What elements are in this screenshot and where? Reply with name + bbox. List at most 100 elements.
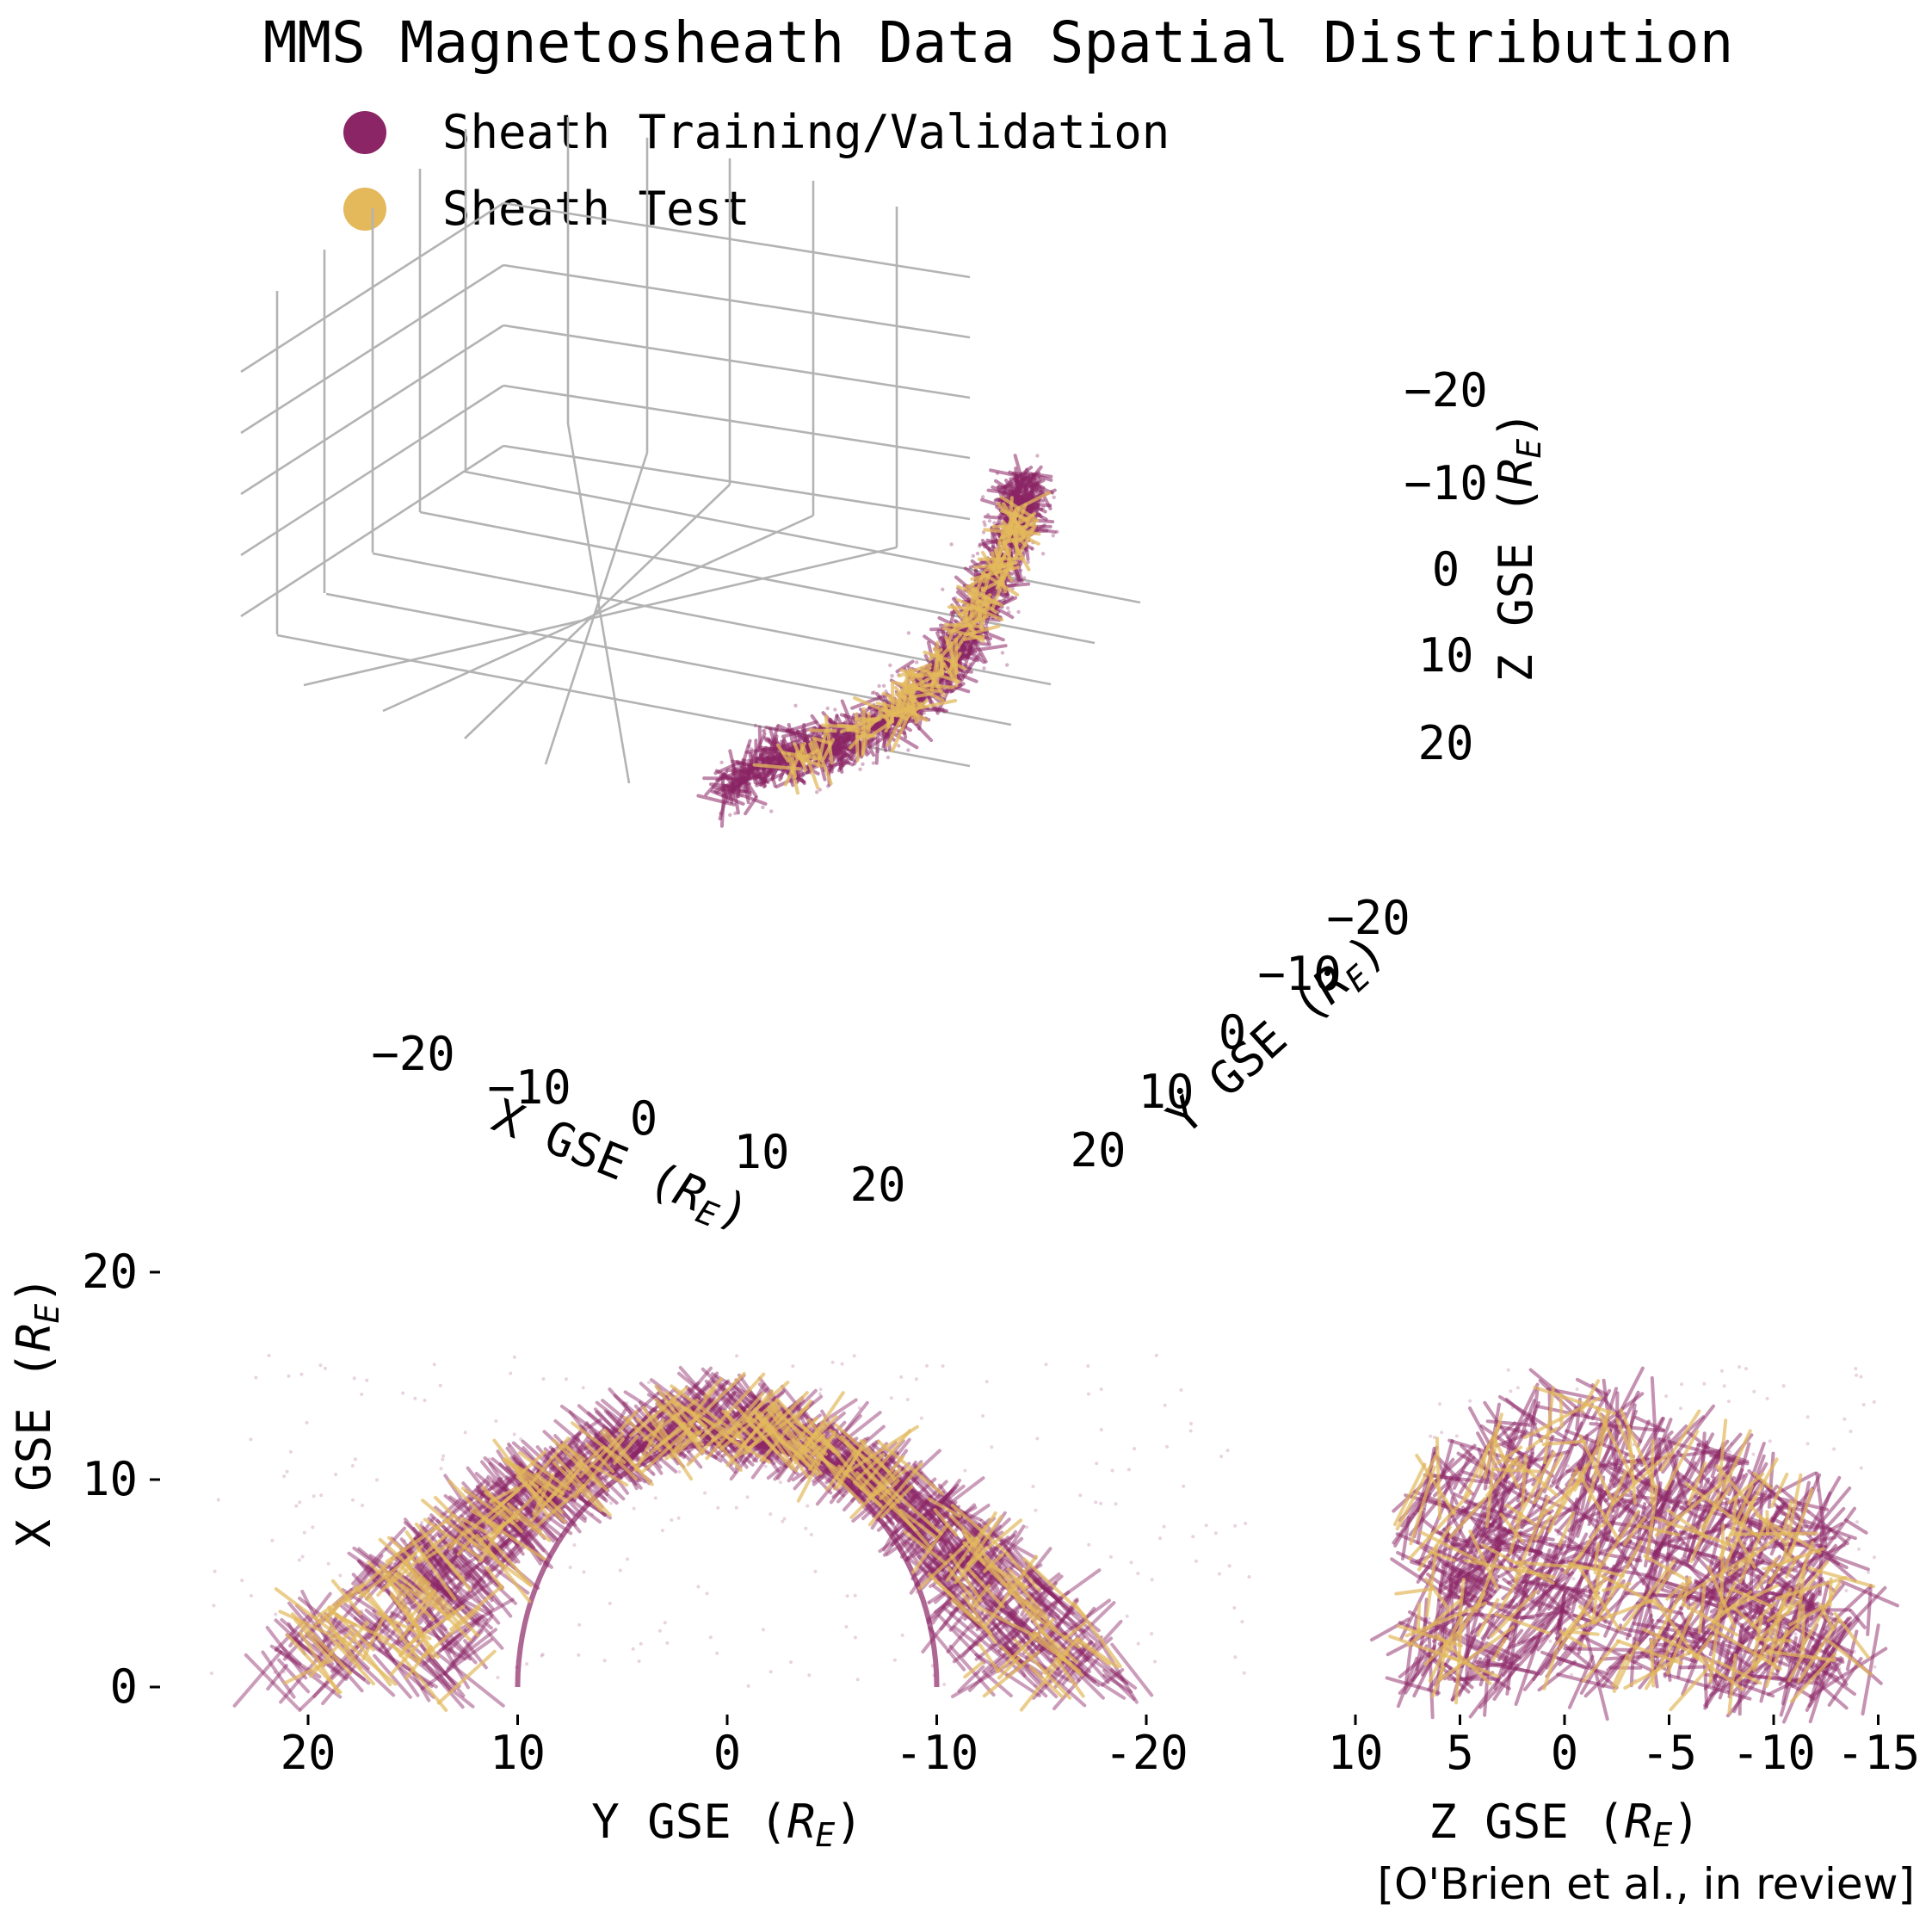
xz-xaxis-label-part: R: [1625, 1795, 1653, 1849]
data-streak-test-xz: [1695, 1634, 1713, 1657]
data-streak-test-3d: [983, 528, 1024, 535]
data-streak-training-xy: [423, 1620, 452, 1654]
data-streak-test-xz: [1578, 1434, 1614, 1503]
data-point-training-3d: [906, 748, 910, 752]
data-point-training-xz: [1781, 1384, 1786, 1388]
data-streak-training-xy: [586, 1423, 613, 1452]
grid-line-3d: [503, 324, 971, 399]
data-point-training-3d: [1055, 529, 1059, 534]
data-point-training-xy: [365, 1378, 369, 1382]
data-point-training-xy: [631, 1647, 635, 1651]
xz-xaxis-label: Z GSE (RE): [1429, 1795, 1701, 1854]
data-point-training-3d: [942, 709, 947, 714]
data-point-training-xz: [1837, 1666, 1842, 1671]
data-streak-training-xy: [546, 1418, 602, 1456]
data-point-training-xy: [361, 1504, 365, 1507]
data-point-training-xy: [1031, 1485, 1035, 1488]
data-streak-test-xy: [692, 1387, 717, 1416]
grid-line-3d: [240, 384, 504, 557]
data-point-training-xz: [1844, 1589, 1849, 1592]
data-point-training-xy: [705, 1591, 709, 1596]
data-streak-training-xy: [999, 1616, 1038, 1657]
data-point-training-3d: [744, 789, 749, 794]
data-streak-training-xy: [906, 1494, 931, 1523]
data-point-training-3d: [790, 780, 794, 784]
data-streak-test-xz: [1577, 1523, 1602, 1560]
data-point-training-3d: [870, 690, 875, 695]
data-point-training-3d: [982, 520, 986, 524]
data-point-training-xy: [1025, 1525, 1028, 1530]
data-streak-test-xy: [1022, 1557, 1087, 1618]
data-streak-test-xy: [506, 1502, 542, 1534]
data-streak-test-xy: [946, 1566, 979, 1606]
data-streak-training-xy: [999, 1628, 1024, 1650]
data-streak-test-3d: [802, 748, 820, 760]
data-point-training-xy: [763, 1464, 768, 1468]
data-point-training-xz: [1855, 1520, 1859, 1524]
data-point-training-xy: [577, 1653, 581, 1657]
data-point-training-xz: [1427, 1616, 1431, 1621]
xz-xtick-label: 10: [1327, 1726, 1383, 1780]
data-streak-training-xy: [357, 1560, 386, 1592]
data-point-training-xy: [507, 1443, 511, 1448]
data-streak-test-xz: [1526, 1426, 1559, 1451]
data-point-training-3d: [719, 811, 723, 816]
data-streak-test-xz: [1764, 1628, 1789, 1688]
data-point-training-xy: [608, 1601, 612, 1605]
grid-line-3d: [503, 263, 971, 339]
xz-xtick-label: 0: [1551, 1726, 1579, 1780]
data-point-training-3d: [825, 784, 830, 788]
data-point-training-3d: [746, 770, 751, 776]
x3d-tick-label: 20: [849, 1158, 905, 1212]
xz-xaxis-label-part: Z GSE (: [1429, 1795, 1625, 1849]
data-streak-test-xz: [1797, 1560, 1830, 1598]
data-streak-test-xz: [1468, 1530, 1499, 1591]
data-point-training-3d: [953, 596, 958, 601]
data-streak-test-xy: [910, 1523, 949, 1574]
data-point-training-xy: [299, 1372, 304, 1376]
data-point-training-xy: [1044, 1363, 1048, 1367]
data-streak-training-xy: [441, 1539, 504, 1590]
data-streak-test-xz: [1394, 1587, 1435, 1596]
data-point-training-xy: [1129, 1560, 1133, 1565]
data-streak-test-xz: [1731, 1604, 1762, 1633]
data-streak-training-xy: [906, 1486, 982, 1522]
grid-line-3d: [503, 384, 971, 460]
data-streak-training-xz: [1498, 1394, 1574, 1444]
data-streak-training-xy: [1027, 1585, 1097, 1641]
data-point-training-xy: [632, 1506, 636, 1511]
data-streak-training-xz: [1441, 1556, 1456, 1645]
data-streak-test-xy: [706, 1371, 746, 1411]
data-point-training-3d: [1005, 663, 1009, 667]
data-point-training-3d: [941, 587, 945, 591]
data-streak-training-xy: [456, 1585, 492, 1614]
data-point-training-3d: [858, 767, 862, 771]
data-point-training-xy: [350, 1464, 355, 1468]
data-streak-training-xy: [423, 1529, 441, 1549]
data-streak-training-xy: [421, 1568, 457, 1595]
data-streak-test-xz: [1538, 1477, 1585, 1519]
data-streak-training-xz: [1671, 1432, 1714, 1512]
data-point-training-xz: [1718, 1684, 1722, 1688]
data-point-training-xy: [1126, 1468, 1131, 1472]
data-streak-training-xz: [1631, 1535, 1718, 1559]
data-point-training-xy: [735, 1354, 739, 1358]
data-streak-test-xz: [1416, 1602, 1422, 1634]
data-streak-training-xy: [921, 1519, 956, 1548]
data-streak-training-xy: [1034, 1574, 1064, 1603]
data-point-training-xz: [1816, 1488, 1820, 1492]
data-streak-test-xy: [961, 1592, 997, 1645]
data-point-training-xz: [1751, 1452, 1756, 1456]
data-point-training-xz: [1861, 1403, 1866, 1406]
data-streak-test-xy: [400, 1566, 432, 1599]
data-streak-training-xy: [434, 1505, 477, 1542]
data-streak-training-xz: [1440, 1529, 1458, 1585]
data-streak-test-xz: [1765, 1510, 1770, 1536]
data-point-training-xz: [1744, 1367, 1748, 1371]
data-point-training-xz: [1454, 1434, 1459, 1438]
data-streak-training-xy: [426, 1578, 463, 1600]
data-streak-training-xy: [266, 1664, 288, 1691]
data-streak-training-xy: [364, 1608, 411, 1648]
data-point-training-xy: [351, 1498, 355, 1502]
data-streak-training-xz: [1412, 1665, 1431, 1698]
